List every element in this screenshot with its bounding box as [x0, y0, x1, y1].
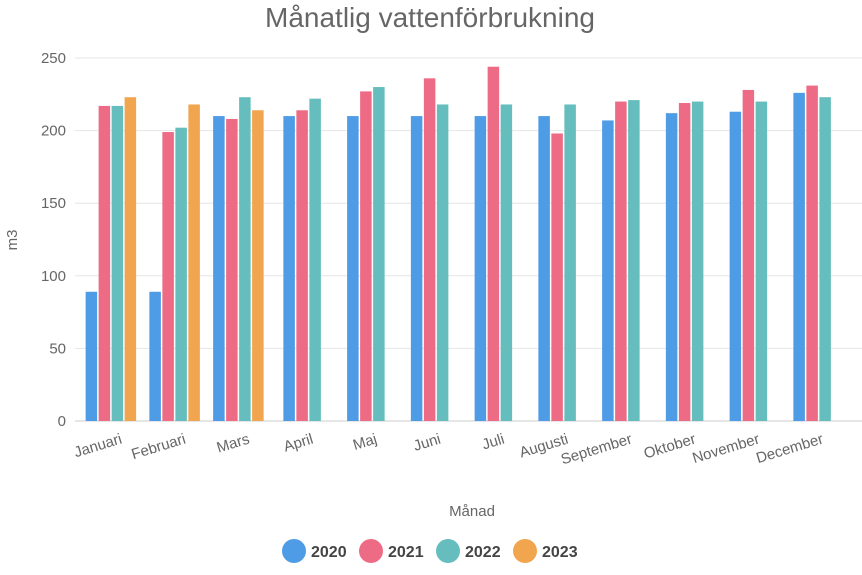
legend-label-2021: 2021: [388, 544, 424, 561]
y-tick-label: 50: [49, 340, 66, 357]
bar-2021-juli: [487, 66, 500, 421]
bar-2020-juli: [474, 116, 487, 421]
y-tick-label: 150: [41, 195, 66, 212]
x-tick-label: December: [754, 431, 825, 467]
legend-label-2022: 2022: [465, 544, 501, 561]
y-tick-label: 200: [41, 123, 66, 140]
legend-swatch-2020: [282, 539, 306, 563]
bar-2020-augusti: [538, 116, 550, 421]
legend-swatch-2022: [436, 539, 460, 563]
bar-2020-september: [602, 120, 614, 421]
bar-2022-april: [309, 98, 321, 421]
y-axis-ticks: 0 50 100 150 200 250: [41, 50, 66, 430]
bar-2020-april: [283, 116, 295, 421]
bar-2021-juni: [423, 78, 436, 421]
bar-2021-april: [296, 110, 308, 421]
bar-2022-oktober: [691, 101, 704, 421]
y-tick-label: 250: [41, 50, 66, 67]
x-tick-label: September: [559, 431, 634, 469]
x-tick-label: Maj: [351, 431, 379, 454]
bar-2022-november: [755, 101, 768, 421]
bar-2022-januari: [111, 105, 124, 421]
bar-2023-januari: [124, 97, 137, 421]
bar-2021-oktober: [678, 103, 691, 422]
legend-label-2020: 2020: [311, 544, 347, 561]
bar-2022-september: [628, 100, 640, 421]
bar-2022-december: [819, 97, 831, 421]
x-tick-label: Juli: [480, 431, 507, 454]
bar-2020-februari: [149, 291, 161, 421]
bar-2020-mars: [213, 116, 225, 421]
bar-2023-februari: [188, 104, 200, 422]
bar-2022-maj: [373, 87, 385, 421]
y-tick-label: 100: [41, 268, 66, 285]
x-tick-label: Mars: [215, 431, 252, 457]
legend-swatch-2023: [513, 539, 537, 563]
bar-2020-november: [729, 111, 742, 421]
x-tick-label: November: [690, 431, 761, 467]
bar-2023-mars: [252, 110, 264, 421]
bar-2020-december: [793, 92, 805, 422]
bar-2021-februari: [162, 132, 174, 421]
bar-2022-juli: [500, 104, 513, 422]
chart-title: Månatlig vattenförbrukning: [265, 2, 595, 33]
bar-2021-augusti: [551, 133, 563, 421]
bar-2022-mars: [239, 97, 251, 421]
bar-2020-januari: [85, 291, 98, 421]
bar-2022-juni: [436, 104, 449, 422]
bar-2021-september: [615, 101, 627, 421]
legend: 2020 2021 2022 2023: [282, 539, 578, 563]
bar-2021-januari: [98, 105, 111, 421]
x-tick-label: Juni: [411, 431, 442, 455]
bar-2020-maj: [347, 116, 359, 421]
legend-label-2023: 2023: [542, 544, 578, 561]
bar-2021-november: [742, 89, 755, 421]
bar-2020-juni: [410, 116, 423, 421]
bars: [85, 66, 831, 422]
y-tick-label: 0: [58, 413, 66, 430]
bar-2022-februari: [175, 127, 187, 422]
bar-2021-mars: [226, 118, 238, 421]
bar-2021-maj: [360, 91, 372, 422]
x-tick-label: April: [282, 431, 316, 456]
x-tick-label: Januari: [72, 431, 124, 462]
bar-2021-december: [806, 85, 818, 421]
x-axis-label: Månad: [449, 503, 495, 520]
y-axis-label: m3: [4, 230, 21, 251]
x-axis-ticks: Januari Februari Mars April Maj Juni Juli Augus…: [72, 431, 825, 469]
bar-2022-augusti: [564, 104, 576, 422]
x-tick-label: Oktober: [642, 431, 698, 463]
x-tick-label: Februari: [129, 431, 187, 464]
bar-2020-oktober: [665, 113, 678, 422]
legend-swatch-2021: [359, 539, 383, 563]
